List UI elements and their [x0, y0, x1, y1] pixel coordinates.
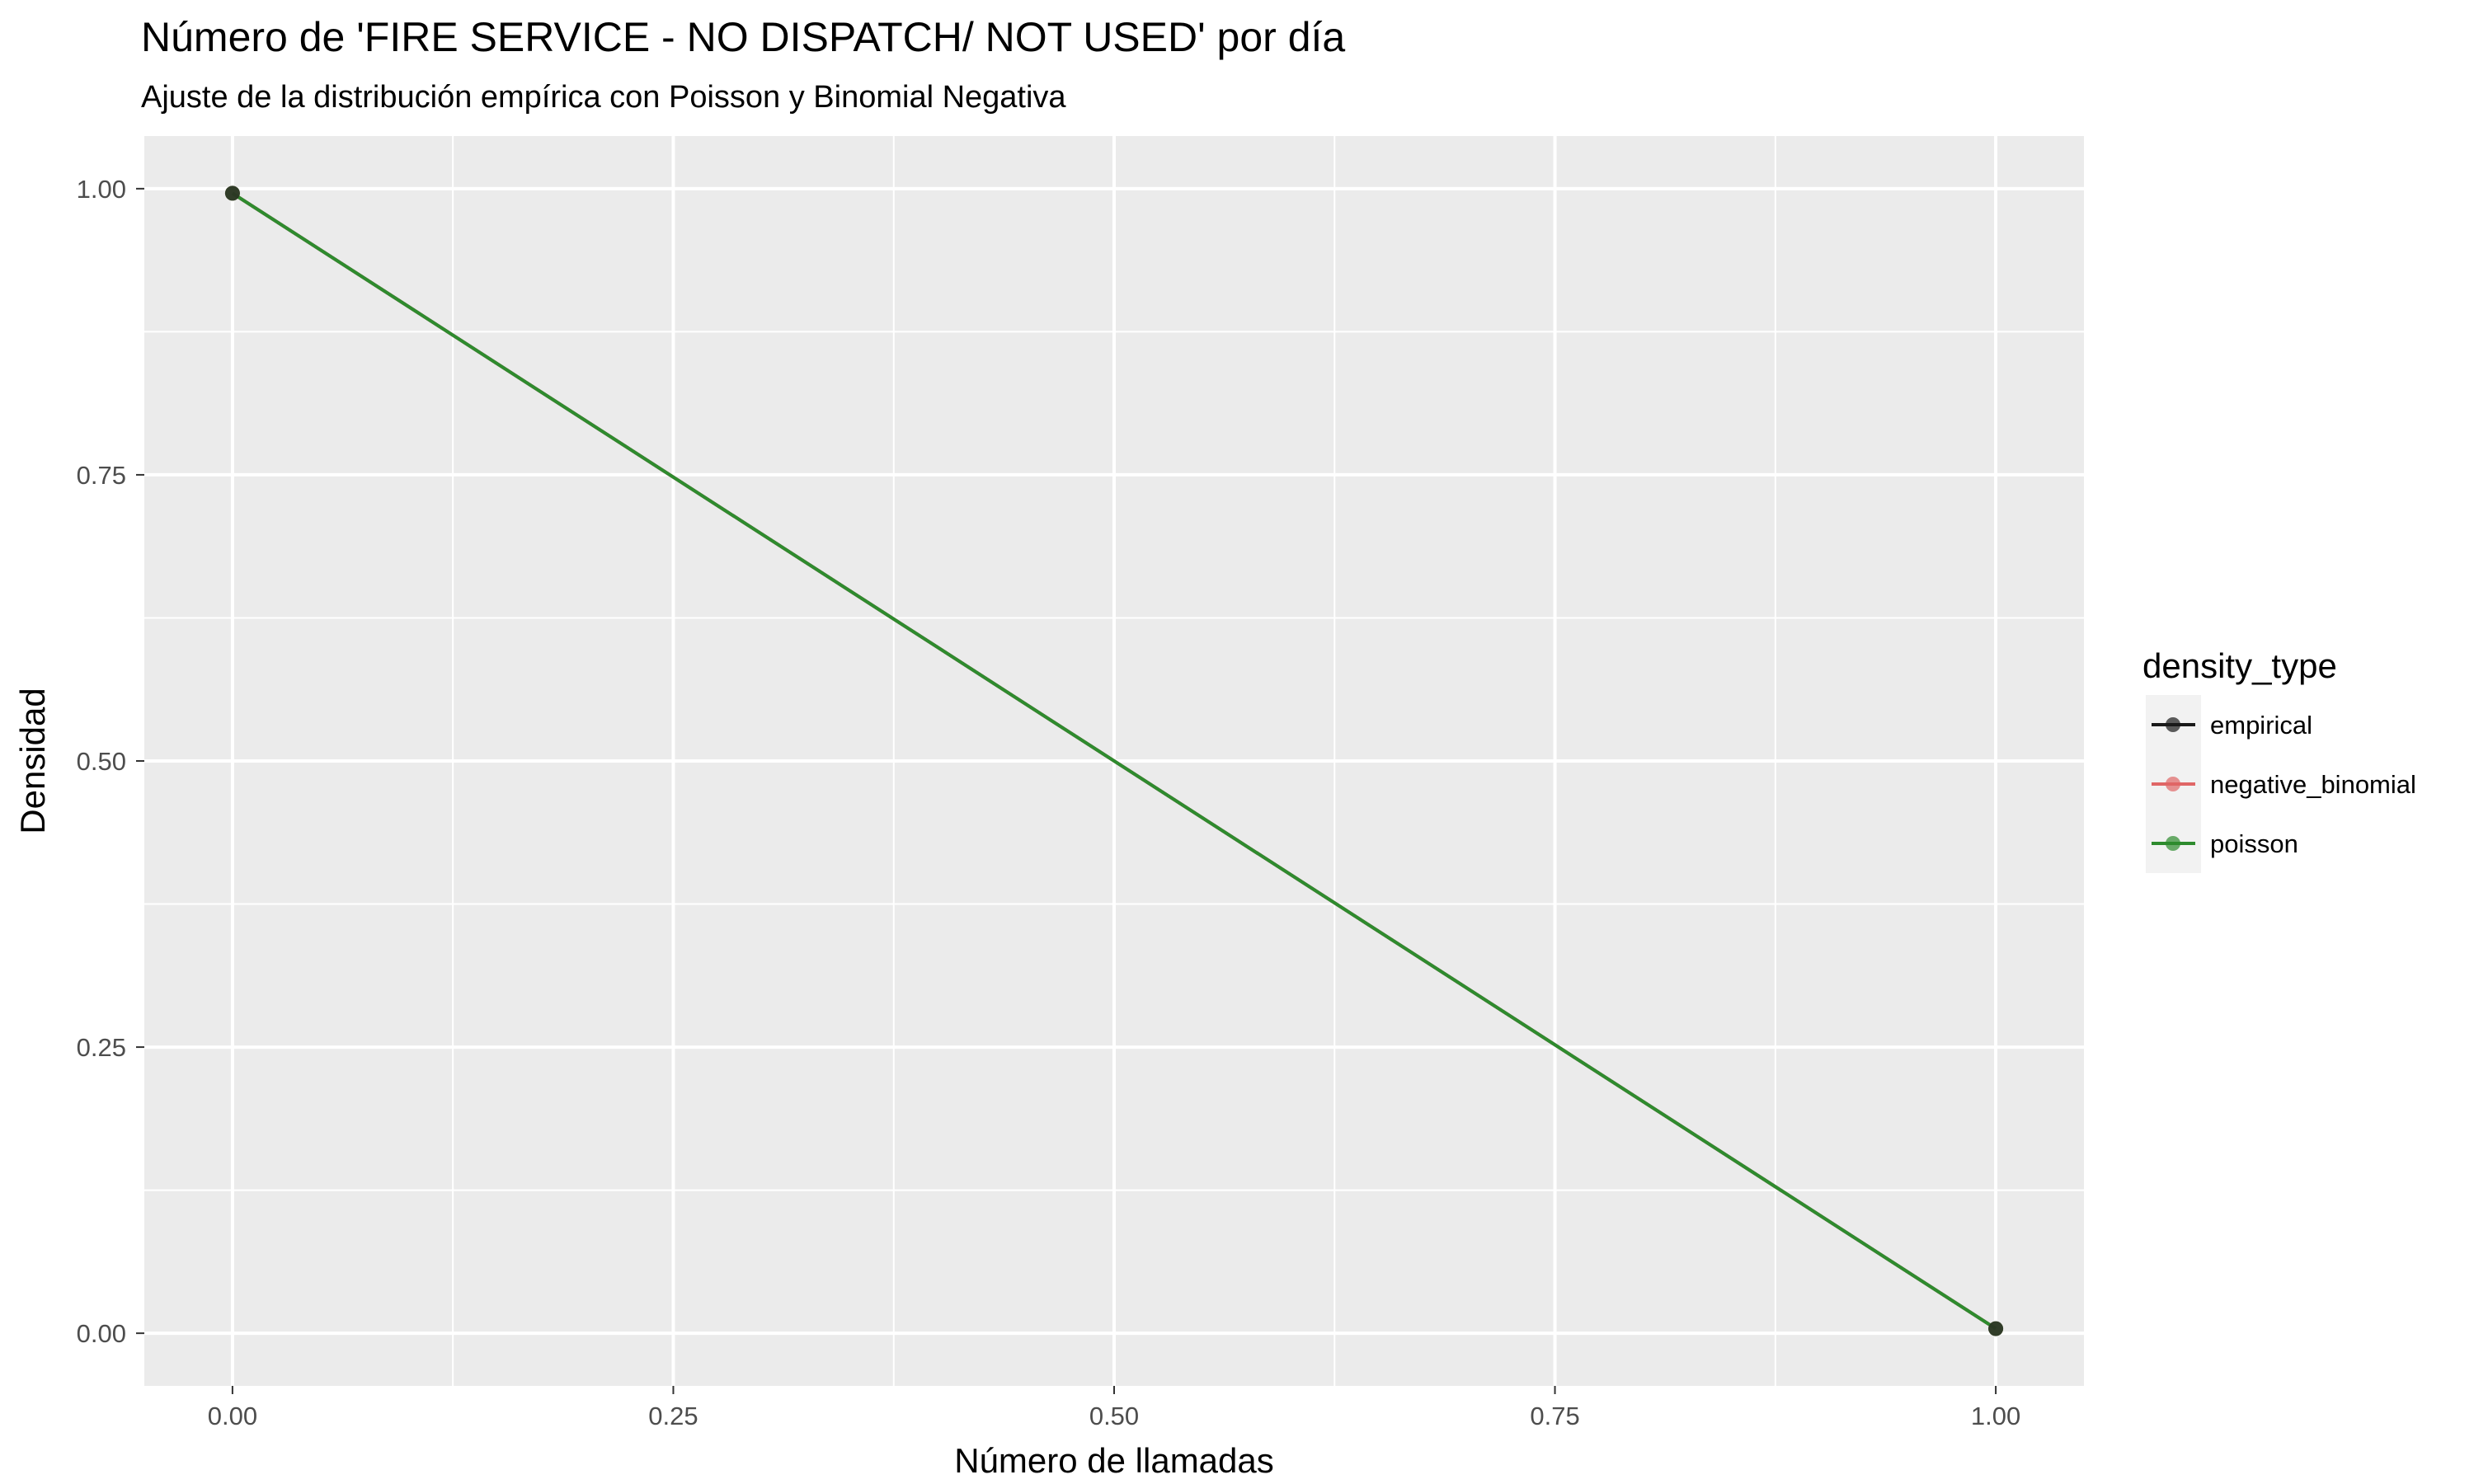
y-axis-title: Densidad [13, 688, 52, 834]
legend-key-point [2166, 836, 2180, 851]
y-tick-label: 0.25 [77, 1033, 126, 1062]
x-axis: 0.00 0.25 0.50 0.75 1.00 [208, 1386, 2020, 1430]
x-tick-label: 0.00 [208, 1402, 257, 1430]
legend: density_type empirical negative_binomialp… [2142, 646, 2416, 873]
chart-title: Número de 'FIRE SERVICE - NO DISPATCH/ N… [141, 14, 1345, 60]
x-tick-label: 1.00 [1971, 1402, 2020, 1430]
x-axis-title: Número de llamadas [954, 1441, 1274, 1480]
y-tick-label: 0.00 [77, 1319, 126, 1348]
legend-label-poisson: poisson [2210, 829, 2298, 858]
x-tick-label: 0.25 [648, 1402, 698, 1430]
y-axis: 0.00 0.25 0.50 0.75 1.00 [77, 175, 144, 1348]
series-line-poisson [231, 191, 1997, 1331]
y-tick-label: 1.00 [77, 175, 126, 204]
y-tick-label: 0.50 [77, 747, 126, 776]
legend-key-point [2166, 777, 2180, 791]
y-tick-label: 0.75 [77, 461, 126, 490]
series-points [224, 186, 2004, 1336]
series-lines [231, 191, 1997, 1331]
legend-key-point [2166, 717, 2180, 732]
data-point-empirical [1988, 1321, 2004, 1336]
legend-label-empirical: empirical [2210, 711, 2312, 740]
legend-title: density_type [2142, 646, 2337, 685]
data-point-empirical [224, 186, 240, 201]
x-tick-label: 0.50 [1089, 1402, 1139, 1430]
legend-label-negative-binomial: negative_binomial [2210, 770, 2416, 799]
chart-subtitle: Ajuste de la distribución empírica con P… [141, 80, 1066, 115]
x-tick-label: 0.75 [1530, 1402, 1579, 1430]
